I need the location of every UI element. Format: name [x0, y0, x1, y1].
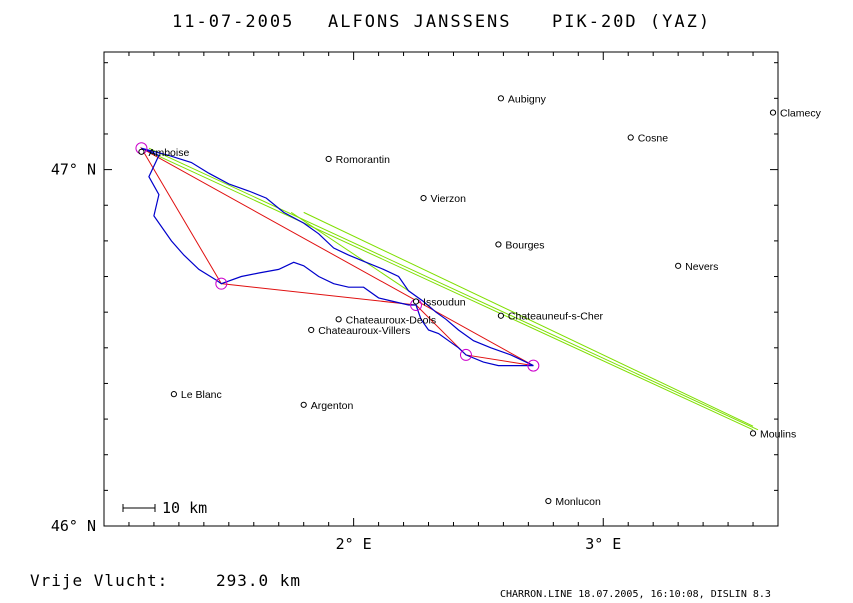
town-marker-icon	[325, 155, 332, 163]
town-label: Le Blanc	[181, 389, 222, 401]
town-label: Aubigny	[508, 93, 547, 105]
town-label: Amboise	[148, 147, 189, 159]
town-marker-icon	[749, 430, 757, 437]
town-label: Vierzon	[431, 193, 467, 205]
town-label: Monlucon	[555, 496, 601, 508]
town-label: Chateauroux-Villers	[318, 325, 410, 337]
turnpoint-marker	[459, 348, 472, 361]
town-label: Argenton	[311, 400, 354, 412]
source-info: CHARRON.LINE 18.07.2005, 16:10:08, DISLI…	[500, 589, 771, 600]
town-labels: Aubigny Clamecy Cosne Amboise Romorantin Vier…	[138, 93, 822, 508]
town-marker-icon	[497, 95, 505, 102]
x-axis-tick-label: 3° E	[585, 535, 621, 553]
declared-line	[141, 147, 754, 431]
town-marker-icon	[138, 148, 145, 155]
town-label: Clamecy	[780, 108, 822, 120]
town-label: Moulins	[760, 428, 796, 440]
town-marker-icon	[495, 241, 502, 248]
declared-line	[303, 211, 754, 427]
turnpoint-marker	[215, 277, 228, 290]
town-marker-icon	[170, 391, 177, 398]
glider-name: PIK-20D (YAZ)	[552, 12, 711, 32]
town-marker-icon	[545, 497, 552, 505]
turnpoint-marker	[527, 359, 540, 372]
declared-line	[148, 147, 759, 431]
town-label: Chateauneuf-s-Cher	[508, 311, 604, 323]
town-marker-icon	[769, 109, 777, 116]
task-outline	[140, 146, 534, 367]
town-marker-icon	[497, 312, 505, 319]
town-label: Issoudun	[423, 296, 466, 308]
flight-date: 11-07-2005	[172, 12, 294, 32]
town-label: Cosne	[638, 133, 669, 145]
town-marker-icon	[300, 401, 307, 408]
scale-bar-label: 10 km	[162, 499, 207, 517]
axis-labels: 2° E 3° E 46° N 47° N	[51, 161, 621, 553]
town-marker-icon	[420, 195, 427, 202]
scale-bar: 10 km	[122, 499, 207, 517]
distance-value: 293.0 km	[216, 571, 301, 590]
axis-ticks	[103, 52, 779, 527]
declared-line	[290, 211, 409, 292]
y-axis-tick-label: 47° N	[51, 161, 96, 179]
town-label: Chateauroux-Deols	[346, 314, 436, 326]
x-axis-tick-label: 2° E	[336, 535, 372, 553]
town-marker-icon	[627, 134, 634, 141]
town-marker-icon	[412, 298, 420, 305]
town-marker-icon	[675, 262, 682, 269]
town-marker-icon	[308, 326, 315, 334]
town-label: Nevers	[685, 261, 718, 273]
y-axis-tick-label: 46° N	[51, 517, 96, 535]
pilot-name: ALFONS JANSSENS	[328, 12, 512, 32]
declared-lines	[141, 147, 759, 431]
town-marker-icon	[335, 316, 342, 323]
task-polygon	[140, 146, 534, 367]
town-label: Bourges	[505, 239, 544, 251]
map-frame	[103, 51, 779, 527]
distance-label: Vrije Vlucht:	[30, 571, 168, 590]
town-label: Romorantin	[336, 154, 390, 166]
